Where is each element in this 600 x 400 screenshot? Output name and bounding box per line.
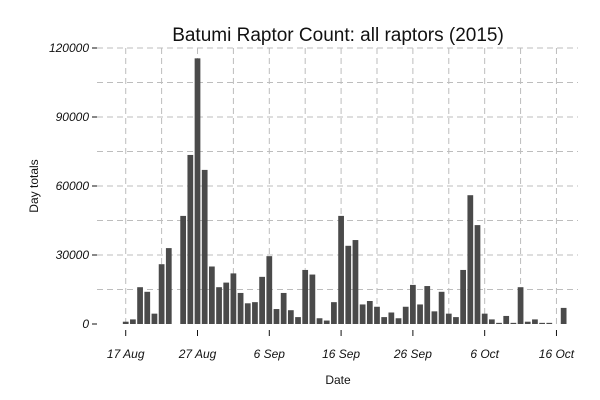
x-tick-label: 6 Oct	[470, 347, 499, 361]
bar	[424, 286, 431, 324]
x-axis-label: Date	[325, 373, 351, 387]
bar	[431, 311, 438, 324]
bar	[496, 322, 502, 324]
ticks: 0 30000 60000 90000 120000 17 Aug 27 Aug 6 Sep 1…	[49, 41, 575, 361]
bar	[352, 240, 359, 324]
x-tick-label: 16 Oct	[539, 347, 575, 361]
x-tick-label: 16 Sep	[322, 347, 360, 361]
bar	[273, 309, 280, 324]
bar	[359, 304, 366, 324]
bar	[158, 264, 165, 324]
bar	[223, 282, 230, 324]
bar	[316, 318, 323, 324]
y-tick-label: 120000	[49, 41, 89, 55]
bar	[395, 318, 402, 324]
bar	[302, 269, 309, 324]
bar	[488, 319, 495, 324]
bar	[165, 248, 172, 324]
bar	[438, 291, 445, 324]
bar	[230, 273, 237, 324]
bar	[503, 315, 510, 324]
bar	[410, 284, 416, 324]
y-tick-label: 0	[82, 317, 89, 331]
y-tick-label: 30000	[56, 248, 90, 262]
bar	[539, 322, 545, 324]
y-tick-label: 60000	[56, 179, 90, 193]
bar	[345, 245, 352, 324]
bar	[532, 319, 538, 324]
bar	[151, 313, 158, 324]
bar	[266, 256, 273, 324]
bar	[402, 306, 409, 324]
bar	[237, 292, 244, 324]
x-tick-label: 27 Aug	[178, 347, 217, 361]
bar	[144, 291, 151, 324]
bar	[417, 304, 423, 324]
chart-title: Batumi Raptor Count: all raptors (2015)	[172, 25, 504, 46]
bar	[208, 266, 215, 324]
bar	[481, 313, 488, 324]
bar	[366, 301, 373, 324]
bar	[187, 154, 194, 324]
x-tick-label: 17 Aug	[107, 347, 145, 361]
bar	[467, 195, 474, 324]
bars	[122, 58, 567, 324]
bar	[453, 317, 459, 324]
bar	[137, 287, 143, 324]
bar	[122, 321, 129, 324]
x-tick-label: 6 Sep	[254, 347, 286, 361]
x-tick-label: 26 Sep	[393, 347, 432, 361]
bar	[180, 215, 187, 324]
y-tick-label: 90000	[56, 110, 90, 124]
bar	[388, 312, 395, 324]
y-axis-label: Day totals	[27, 159, 41, 212]
bar	[323, 320, 330, 324]
bar	[374, 306, 380, 324]
bar	[560, 307, 567, 324]
bar	[445, 313, 452, 324]
bar	[287, 310, 294, 324]
bar	[309, 274, 316, 324]
bar	[338, 215, 344, 324]
bar	[295, 317, 301, 324]
bar	[331, 302, 337, 324]
bar	[381, 317, 388, 324]
bar	[194, 58, 201, 324]
bar	[252, 302, 258, 324]
bar	[517, 287, 524, 324]
bar	[510, 322, 517, 324]
bar	[259, 276, 265, 324]
bar	[280, 292, 287, 324]
bar	[546, 322, 553, 324]
bar	[474, 225, 481, 324]
bar	[524, 321, 531, 324]
bar	[216, 287, 222, 324]
bar	[130, 319, 136, 324]
bar	[244, 303, 251, 324]
bar	[201, 169, 208, 324]
bar	[460, 269, 467, 324]
